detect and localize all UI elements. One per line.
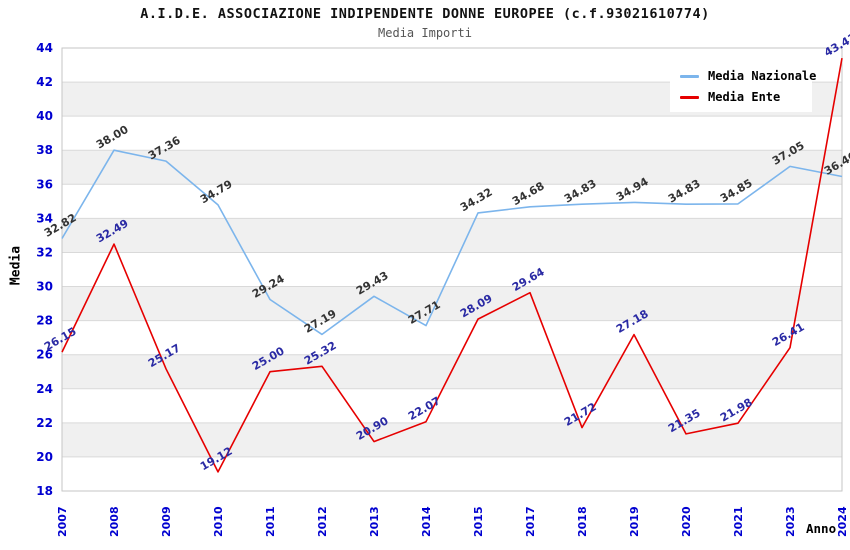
plot-band (62, 218, 842, 253)
y-tick-label: 36 (36, 177, 53, 191)
plot-band (62, 422, 842, 457)
y-tick-label: 34 (36, 211, 53, 225)
plot-band (62, 286, 842, 321)
legend-item-media-nazionale[interactable]: Media Nazionale (680, 69, 816, 83)
x-tick-label: 2019 (628, 506, 641, 537)
media-nazionale-line-swatch (680, 74, 699, 78)
y-tick-label: 42 (36, 75, 53, 89)
data-label: 43.41 (822, 31, 850, 60)
x-tick-label: 2008 (108, 506, 121, 537)
chart-subtitle: Media Importi (378, 26, 472, 40)
x-axis-title: Anno (806, 521, 837, 536)
x-tick-label: 2010 (212, 506, 225, 537)
x-tick-label: 2013 (368, 506, 381, 537)
y-tick-label: 40 (36, 109, 53, 123)
x-tick-label: 2009 (160, 506, 173, 537)
x-tick-label: 2017 (524, 506, 537, 537)
y-tick-label: 26 (36, 348, 53, 362)
chart-title: A.I.D.E. ASSOCIAZIONE INDIPENDENTE DONNE… (140, 6, 710, 22)
y-tick-label: 30 (36, 280, 53, 294)
y-tick-label: 22 (36, 416, 53, 430)
x-tick-label: 2020 (680, 506, 693, 537)
legend-item-media-ente[interactable]: Media Ente (680, 90, 802, 104)
y-tick-label: 32 (36, 245, 53, 259)
media-ente-line-swatch (680, 95, 699, 99)
y-tick-label: 24 (36, 382, 53, 396)
series-line-media-ente (61, 57, 843, 473)
plot-border (61, 47, 843, 492)
x-tick-label: 2023 (784, 506, 797, 537)
y-tick-label: 28 (36, 314, 53, 328)
data-label: 38.00 (94, 123, 131, 152)
legend: Media Nazionale Media Ente (670, 62, 816, 112)
x-tick-label: 2007 (56, 506, 69, 537)
y-tick-label: 38 (36, 143, 53, 157)
y-axis-title: Media (8, 245, 24, 286)
x-tick-label: 2011 (264, 506, 277, 537)
data-label: 26.15 (42, 325, 79, 354)
x-tick-label: 2015 (472, 506, 485, 537)
data-label: 26.41 (770, 320, 807, 349)
plot-band (62, 150, 842, 185)
data-label: 22.07 (406, 394, 443, 423)
legend-label: Media Ente (708, 90, 781, 104)
y-tick-label: 44 (36, 41, 53, 55)
x-tick-label: 2021 (732, 506, 745, 537)
x-tick-label: 2012 (316, 506, 329, 537)
data-label: 21.98 (718, 396, 755, 425)
series-line-media-nazionale (61, 149, 843, 336)
x-tick-label: 2018 (576, 506, 589, 537)
y-tick-label: 20 (36, 450, 53, 464)
x-tick-label: 2024 (836, 506, 849, 537)
data-label: 34.32 (458, 186, 495, 215)
y-tick-label: 18 (36, 484, 53, 498)
x-tick-label: 2014 (420, 506, 433, 537)
legend-label: Media Nazionale (708, 69, 817, 83)
